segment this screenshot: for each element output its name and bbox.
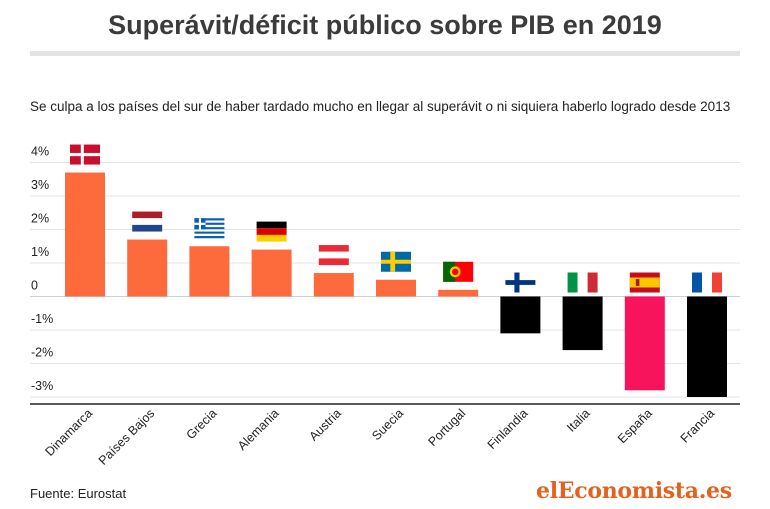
italy-flag-icon [567,272,598,293]
x-tick-label: Dinamarca [42,406,95,459]
y-tick-label: 4% [31,145,49,159]
bar [624,296,665,391]
x-tick-label: España [615,406,655,446]
x-tick-label: Portugal [425,406,468,449]
y-tick-label: 0 [31,279,38,293]
x-tick-label: Francia [678,406,717,445]
netherlands-flag-icon [132,211,163,232]
chart-title: Superávit/déficit público sobre PIB en 2… [108,10,662,40]
germany-flag-icon [256,221,287,242]
denmark-flag-icon [70,144,100,165]
spain-flag-icon [629,272,660,293]
title-divider [30,51,740,56]
y-tick-label: 2% [31,212,49,226]
chart-subtitle: Se culpa a los países del sur de haber t… [30,99,731,114]
austria-flag-icon [318,245,349,266]
x-tick-label: Finlandia [485,406,531,452]
bar [438,289,479,297]
y-tick-label: -2% [31,346,53,360]
y-tick-label: 3% [31,178,49,192]
x-tick-label: Italia [564,406,593,435]
france-flag-icon [692,272,722,293]
greece-flag-icon [194,218,225,239]
x-tick-label: Países Bajos [96,406,157,467]
x-tick-label: Austria [307,406,344,443]
x-tick-label: Grecia [184,406,220,442]
bar [251,249,292,297]
bar [189,246,230,297]
sweden-flag-icon [381,251,411,272]
y-tick-label: 1% [31,245,49,259]
bar [127,239,168,297]
bar [687,296,727,397]
x-tick-label: Alemania [235,406,282,453]
source-note: Fuente: Eurostat [30,486,127,501]
x-tick-label: Suecia [369,406,406,443]
bar [562,296,603,351]
y-tick-label: -1% [31,312,53,326]
bar [500,296,541,334]
bar [313,273,354,297]
finland-flag-icon [505,272,536,293]
el-economista-logo: elEconomista.es [536,478,732,504]
portugal-flag-icon [443,261,474,282]
y-tick-label: -3% [31,379,53,393]
bar [376,279,416,297]
bar [65,172,105,297]
